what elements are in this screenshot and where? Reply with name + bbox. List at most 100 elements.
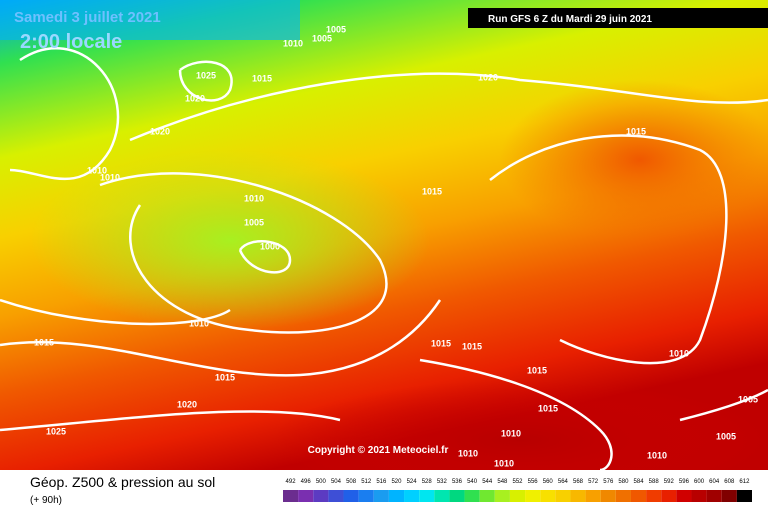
isobar-label: 1010: [244, 193, 264, 203]
scale-swatch: [509, 490, 526, 502]
scale-swatch: [358, 490, 374, 502]
scale-swatch: [479, 490, 495, 502]
isobar-label: 1005: [244, 217, 264, 227]
scale-swatch: [585, 490, 601, 502]
scale-swatch: [298, 490, 314, 502]
scale-label: 528: [422, 479, 433, 485]
scale-swatch: [343, 490, 359, 502]
low-area: [30, 150, 430, 330]
run-info: Run GFS 6 Z du Mardi 29 juin 2021: [488, 14, 652, 25]
scale-label: 568: [573, 479, 584, 485]
isobar-label: 1015: [431, 338, 451, 348]
scale-label: 556: [528, 479, 539, 485]
scale-swatch: [525, 490, 541, 502]
scale-label: 552: [512, 479, 523, 485]
scale-swatch: [313, 490, 329, 502]
scale-swatch: [691, 490, 707, 502]
isobar: [129, 72, 768, 142]
scale-swatch: [328, 490, 344, 502]
scale-label: 536: [452, 479, 463, 485]
scale-label: 504: [331, 479, 342, 485]
isobar-label: 1015: [462, 341, 482, 351]
isobar-labels: 1005 1010 1005 1025 1015 1020 1020 1020 1015 1010…: [34, 24, 758, 468]
copyright: Copyright © 2021 Meteociel.fr: [308, 445, 449, 456]
scale-label: 592: [664, 479, 675, 485]
scale-label: 508: [346, 479, 357, 485]
scale-swatch: [373, 490, 389, 502]
isobar-label: 1015: [626, 126, 646, 136]
scale-label: 496: [301, 479, 312, 485]
isobar: [419, 358, 613, 472]
hot-area: [270, 380, 768, 500]
isobar-label: 1010: [501, 428, 521, 438]
scale-label: 580: [618, 479, 629, 485]
scale-swatch: [615, 490, 631, 502]
footer-lead: (+ 90h): [30, 495, 62, 506]
isobars: [0, 47, 768, 472]
high-area: [500, 80, 768, 240]
scale-swatch: [540, 490, 556, 502]
scale-label: 540: [467, 479, 478, 485]
isobar-label: 1010: [87, 165, 107, 175]
isobar: [9, 47, 120, 181]
isobar-label: 1015: [215, 372, 235, 382]
scale-swatch: [646, 490, 662, 502]
scale-label: 492: [286, 479, 297, 485]
isobar: [0, 298, 231, 326]
isobar-label: 1020: [177, 399, 197, 409]
scale-label: 560: [543, 479, 554, 485]
scale-label: 572: [588, 479, 599, 485]
run-banner: [468, 8, 768, 28]
isobar-label: 1020: [478, 72, 498, 82]
scale-swatch: [600, 490, 616, 502]
scale-swatch: [721, 490, 737, 502]
cold-area: [0, 0, 300, 40]
isobar-label: 1025: [46, 426, 66, 436]
scale-label: 564: [558, 479, 569, 485]
scale-swatch: [661, 490, 677, 502]
isobar-label: 1025: [196, 70, 216, 80]
scale-swatch: [630, 490, 647, 502]
time: 2:00 locale: [20, 31, 122, 53]
isobar: [0, 410, 341, 432]
scale-label: 608: [724, 479, 735, 485]
scale-swatch: [404, 490, 420, 502]
isobar-label: 1015: [538, 403, 558, 413]
scale-label: 604: [709, 479, 720, 485]
scale-swatch: [388, 490, 405, 502]
scale-label: 500: [316, 479, 327, 485]
isobar-label: 1010: [100, 172, 120, 182]
scale-label: 532: [437, 479, 448, 485]
scale-label: 596: [679, 479, 690, 485]
scale-label: 544: [482, 479, 493, 485]
isobar: [0, 299, 442, 377]
isobar: [238, 240, 292, 274]
scale-swatch: [449, 490, 465, 502]
scale-swatch: [419, 490, 435, 502]
isobar-label: 1010: [494, 458, 514, 468]
isobar-label: 1020: [185, 93, 205, 103]
isobar-label: 1010: [647, 450, 667, 460]
scale-swatch: [736, 490, 752, 502]
scale-label: 516: [376, 479, 387, 485]
scale-label: 524: [407, 479, 418, 485]
isobar-label: 1015: [252, 73, 272, 83]
scale-swatch: [494, 490, 510, 502]
scale-label: 548: [497, 479, 508, 485]
scale-swatch: [570, 490, 586, 502]
color-scale: 492 496 500 504 508 512 516 520 524 528 532 536 540 5…: [283, 479, 752, 502]
scale-label: 520: [391, 479, 402, 485]
scale-swatch: [706, 490, 722, 502]
date: Samedi 3 juillet 2021: [14, 9, 161, 26]
scale-swatch: [464, 490, 480, 502]
isobar: [99, 172, 388, 334]
isobar: [489, 134, 728, 365]
isobar: [178, 60, 233, 102]
scale-label: 612: [739, 479, 750, 485]
isobar-label: 1015: [527, 365, 547, 375]
isobar-label: 1005: [312, 33, 332, 43]
scale-label: 600: [694, 479, 705, 485]
isobar-label: 1015: [422, 186, 442, 196]
